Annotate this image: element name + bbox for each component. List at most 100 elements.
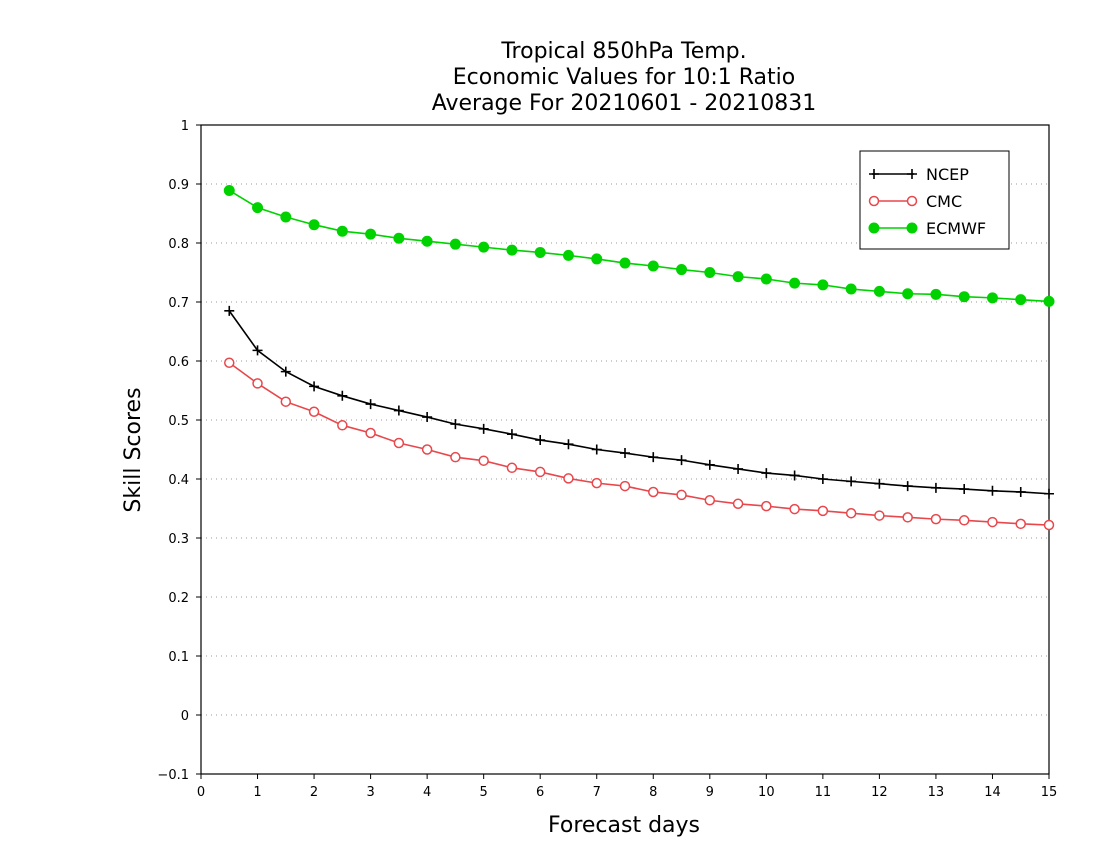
chart-title-line-3: Average For 20210601 - 20210831: [432, 91, 817, 116]
data-point: [732, 498, 744, 510]
data-point: [902, 481, 913, 492]
data-point: [619, 480, 631, 492]
data-point: [450, 419, 461, 430]
x-tick-label: 11: [815, 785, 832, 800]
data-point: [252, 202, 264, 214]
y-tick-label: 0.2: [168, 591, 189, 606]
data-point: [761, 500, 772, 512]
data-point: [591, 253, 603, 265]
y-tick-label: 0.6: [168, 355, 189, 370]
data-point: [337, 420, 348, 431]
data-point: [902, 512, 913, 523]
series-line: [228, 310, 1050, 495]
data-point: [223, 184, 235, 196]
data-point: [336, 225, 348, 237]
data-point: [1015, 518, 1026, 530]
data-point: [930, 482, 941, 493]
data-point: [563, 473, 574, 484]
data-point: [506, 244, 518, 256]
legend-entry-cmc: CMC: [868, 192, 962, 211]
data-point: [676, 489, 687, 501]
data-point: [676, 264, 688, 276]
x-tick-label: 3: [366, 785, 374, 800]
data-point: [252, 345, 263, 356]
y-tick-label: 0.9: [168, 178, 189, 193]
x-tick-label: 14: [984, 785, 1001, 800]
data-point: [450, 451, 461, 463]
series-layer: [223, 184, 1055, 531]
data-point: [987, 516, 998, 528]
data-point: [676, 455, 687, 466]
y-tick-label: 0: [181, 709, 189, 724]
data-point: [365, 228, 377, 240]
y-tick-label: 0.5: [168, 414, 189, 429]
data-point: [1015, 486, 1026, 497]
chart-title-line-1: Tropical 850hPa Temp.: [500, 39, 746, 64]
series-ncep: [224, 305, 1054, 499]
data-point: [732, 271, 744, 283]
data-point: [761, 468, 772, 479]
data-point: [280, 396, 292, 407]
data-point: [393, 437, 405, 449]
data-point: [1043, 295, 1055, 307]
data-point: [591, 444, 602, 455]
x-tick-label: 12: [871, 785, 888, 800]
x-tick-label: 2: [310, 785, 318, 800]
data-point: [868, 222, 880, 234]
legend-box: [859, 150, 1010, 250]
data-point: [563, 439, 574, 450]
data-point: [930, 513, 942, 525]
data-point: [535, 435, 546, 446]
data-point: [619, 257, 631, 269]
data-point: [308, 406, 320, 417]
legend-entry-ecmwf: ECMWF: [868, 219, 986, 238]
chart-title: Tropical 850hPa Temp. Economic Values fo…: [432, 39, 817, 116]
y-tick-label: 0.8: [168, 237, 189, 252]
data-point: [478, 241, 490, 253]
y-axis-label: Skill Scores: [121, 387, 146, 512]
x-axis-ticks: 0 1 2 3 4 5 6 7 8 9 10 11 12 13 14 15: [197, 774, 1057, 800]
data-point: [846, 476, 857, 487]
data-point: [760, 273, 772, 285]
series-ecmwf: [223, 184, 1055, 307]
y-axis-ticks: −0.1 0 0.1 0.2 0.3 0.4 0.5 0.6 0.7 0.8 0.9 1: [157, 119, 201, 783]
data-point: [591, 477, 602, 489]
data-point: [337, 390, 348, 401]
data-point: [817, 474, 828, 484]
data-point: [562, 249, 574, 261]
data-point: [930, 288, 942, 300]
data-point: [534, 246, 546, 258]
data-point: [873, 285, 885, 297]
data-point: [845, 507, 857, 519]
data-point: [817, 279, 829, 291]
data-point: [224, 305, 235, 316]
data-point: [620, 448, 630, 459]
data-point: [280, 211, 292, 223]
x-tick-label: 0: [197, 785, 205, 800]
y-tick-label: −0.1: [157, 768, 189, 783]
x-tick-label: 1: [253, 785, 261, 800]
series-cmc: [224, 357, 1055, 531]
data-point: [874, 510, 885, 521]
x-tick-label: 9: [706, 785, 714, 800]
data-point: [534, 466, 546, 478]
data-point: [506, 429, 517, 440]
data-point: [648, 452, 659, 463]
x-tick-label: 15: [1041, 785, 1058, 800]
data-point: [1015, 294, 1027, 306]
data-point: [704, 267, 716, 278]
x-tick-label: 8: [649, 785, 657, 800]
data-point: [704, 494, 716, 506]
chart-title-line-2: Economic Values for 10:1 Ratio: [453, 65, 795, 90]
legend-label: ECMWF: [926, 219, 986, 238]
y-tick-label: 1: [181, 119, 189, 134]
x-tick-label: 5: [480, 785, 488, 800]
data-point: [478, 423, 489, 434]
data-point: [874, 478, 885, 489]
data-point: [959, 484, 970, 495]
data-point: [845, 283, 857, 295]
y-tick-label: 0.3: [168, 532, 189, 547]
data-point: [789, 470, 800, 481]
data-point: [868, 195, 880, 207]
